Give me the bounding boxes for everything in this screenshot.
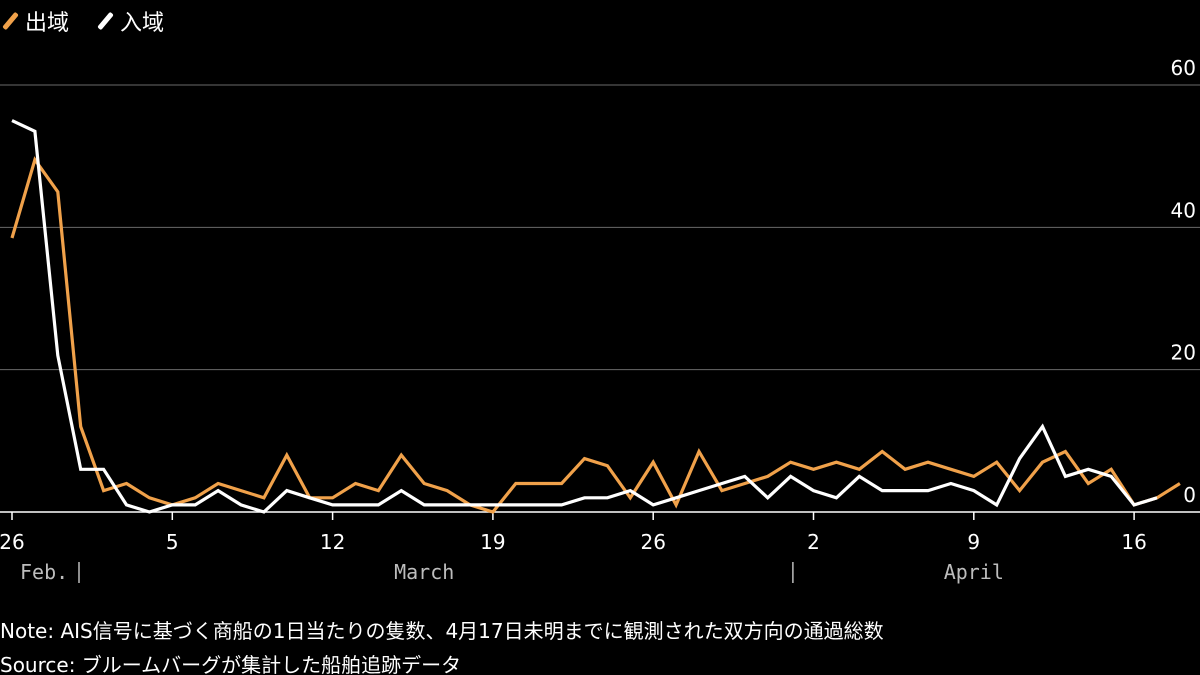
x-tick-label-6: 9 — [967, 530, 980, 554]
x-tick-label-7: 16 — [1121, 530, 1146, 554]
x-tick-label-4: 26 — [640, 530, 665, 554]
source-text: Source: ブルームバーグが集計した船舶追跡データ — [0, 653, 462, 675]
legend-label-inbound: 入域 — [120, 11, 165, 36]
x-tick-label-0: 26 — [0, 530, 25, 554]
x-tick-label-3: 19 — [480, 530, 505, 554]
y-tick-label-60: 60 — [1171, 56, 1196, 80]
line-chart: 0 20 40 60 26 5 12 19 26 2 9 16 Feb. March April — [0, 56, 1200, 584]
month-label-1: March — [394, 560, 454, 584]
legend-item-outbound[interactable]: 出域 — [0, 5, 69, 37]
y-tick-label-0: 0 — [1183, 483, 1196, 507]
chart-notes: Note: AIS信号に基づく商船の1日当たりの隻数、4月17日未明までに観測さ… — [0, 614, 884, 675]
series-line-inbound — [11, 119, 1158, 514]
legend-label-outbound: 出域 — [25, 11, 70, 36]
legend-item-inbound[interactable]: 入域 — [95, 5, 164, 37]
x-tick-label-5: 2 — [807, 530, 820, 554]
x-tick-label-2: 12 — [320, 530, 345, 554]
month-label-0: Feb. — [20, 560, 68, 584]
series-line-outbound — [10, 156, 1181, 514]
x-tick-label-1: 5 — [166, 530, 179, 554]
y-tick-label-40: 40 — [1171, 198, 1196, 222]
legend: 出域 入域 — [0, 6, 190, 36]
note-text: Note: AIS信号に基づく商船の1日当たりの隻数、4月17日未明までに観測さ… — [0, 619, 884, 643]
month-label-2: April — [944, 560, 1004, 584]
y-tick-label-20: 20 — [1171, 341, 1196, 365]
